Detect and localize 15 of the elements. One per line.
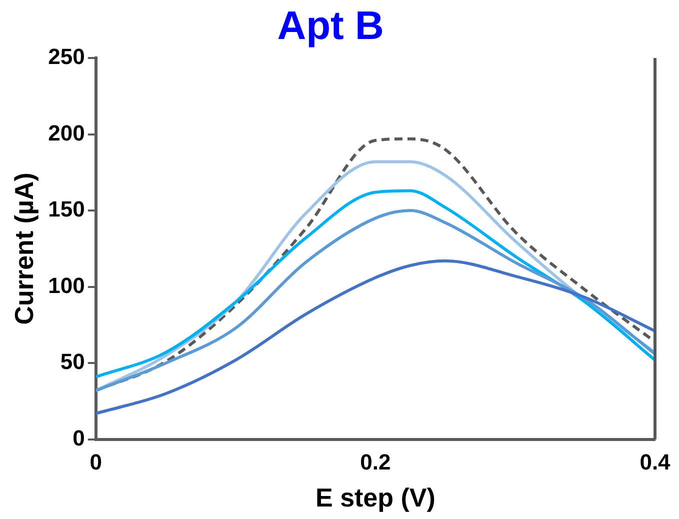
chart-title: Apt B [277,4,384,48]
y-tick-label: 50 [60,349,85,374]
y-tick-label: 150 [48,196,85,222]
line-series [96,209,655,392]
x-tick-label: 0.2 [360,450,391,475]
y-tick-label: 100 [48,272,85,298]
y-tick-label: 250 [48,44,85,70]
line-series [96,259,655,415]
x-tick-label: 0.4 [640,450,672,475]
line-series [96,189,655,378]
x-axis-title: E step (V) [315,482,436,513]
x-tick-label: 0 [90,450,102,475]
y-axis-title: Current (µA) [8,172,39,325]
y-tick-label: 200 [48,120,85,146]
y-tick-label: 0 [72,425,85,450]
